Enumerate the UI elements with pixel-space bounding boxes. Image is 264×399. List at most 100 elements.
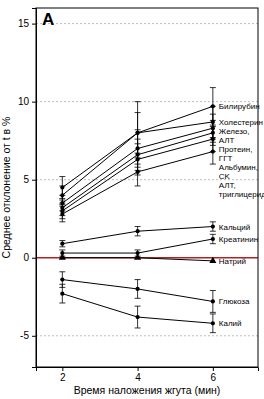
- marker: [134, 254, 141, 260]
- marker: [209, 257, 216, 263]
- y-tick-label: 5: [23, 174, 29, 185]
- marker: [211, 149, 215, 153]
- x-tick-mark: [62, 367, 63, 371]
- error-bar-cap: [210, 221, 216, 222]
- series-label: АЛТ,триглицериды: [219, 181, 264, 199]
- error-bar-cap: [59, 203, 65, 204]
- series-label: Холестерин: [219, 118, 263, 127]
- error-bar-cap: [59, 199, 65, 200]
- error-bar-cap: [210, 332, 216, 333]
- error-bar-cap: [135, 298, 141, 299]
- y-tick: 15: [18, 18, 36, 29]
- series: [59, 88, 216, 199]
- series-label: Глюкоза: [219, 297, 250, 306]
- series: [59, 272, 216, 313]
- error-bar-cap: [135, 235, 141, 236]
- error-bar: [210, 234, 216, 243]
- series: [59, 127, 216, 219]
- marker: [211, 224, 215, 228]
- error-bar-cap: [59, 185, 65, 186]
- error-bar-cap: [59, 195, 65, 196]
- error-bar: [135, 158, 141, 186]
- x-tick-label: 6: [211, 372, 217, 383]
- grid: [36, 24, 258, 336]
- y-axis-title: Среднее отклонение от t в %: [0, 117, 12, 259]
- marker: [211, 321, 215, 325]
- error-bar-cap: [210, 164, 216, 165]
- y-tick-mark: [32, 258, 36, 259]
- x-tick: 2: [60, 367, 66, 383]
- x-tick: 6: [211, 367, 217, 383]
- series: [59, 106, 216, 204]
- series-line: [62, 106, 213, 187]
- error-bar-cap: [135, 226, 141, 227]
- error-bar-cap: [210, 126, 216, 127]
- error-bar-cap: [210, 231, 216, 232]
- x-axis-line: [37, 368, 259, 372]
- series: [59, 139, 216, 222]
- y-tick-mark: [32, 24, 36, 25]
- series-group: [59, 88, 217, 333]
- error-bar: [135, 280, 141, 299]
- x-tick: 4: [135, 367, 141, 383]
- error-bar-cap: [135, 279, 141, 280]
- marker: [135, 315, 139, 319]
- error-bar-cap: [210, 114, 216, 115]
- marker: [135, 287, 139, 291]
- marker: [60, 212, 64, 216]
- error-bar: [59, 241, 65, 247]
- y-tick-mark: [32, 336, 36, 337]
- y-tick-mark: [32, 102, 36, 103]
- error-bar-cap: [210, 243, 216, 244]
- error-bar-cap: [59, 271, 65, 272]
- error-bar-cap: [135, 327, 141, 328]
- series-line: [62, 227, 213, 244]
- error-bar-cap: [59, 176, 65, 177]
- x-tick-label: 4: [135, 372, 141, 383]
- series-label: Креатинин: [219, 235, 258, 244]
- x-tick-label: 2: [60, 372, 66, 383]
- series: [59, 234, 216, 256]
- plot-frame: [36, 8, 258, 367]
- y-tick-label: 0: [23, 252, 29, 263]
- error-bar-cap: [135, 129, 141, 130]
- error-bar-cap: [210, 234, 216, 235]
- error-bar-cap: [135, 112, 141, 113]
- marker: [59, 254, 66, 260]
- error-bar-cap: [210, 120, 216, 121]
- error-bar: [135, 227, 141, 236]
- grid-line: [36, 335, 258, 336]
- error-bar-cap: [210, 312, 216, 313]
- grid-line: [36, 23, 258, 24]
- error-bar: [210, 314, 216, 333]
- error-bar: [210, 222, 216, 231]
- series-label: Кальций: [219, 223, 250, 232]
- series-labels: БилирубинХолестеринЖелезо,АЛТПротеин,ГГТ…: [219, 102, 264, 328]
- y-tick-label: -5: [20, 330, 29, 341]
- marker: [60, 277, 64, 281]
- x-axis: 2 4 6: [37, 367, 259, 383]
- chart: -5051015246БилирубинХолестеринЖелезо,АЛТ…: [0, 0, 264, 399]
- error-bar-cap: [135, 139, 141, 140]
- error-bar-cap: [210, 290, 216, 291]
- error-bar-cap: [210, 87, 216, 88]
- error-bar-cap: [210, 139, 216, 140]
- error-bar-cap: [59, 246, 65, 247]
- series: [59, 114, 216, 211]
- title: A: [42, 10, 54, 29]
- x-axis-title: Время наложения жгута (мин): [74, 384, 221, 396]
- error-bar-cap: [135, 101, 141, 102]
- y-tick-label: 15: [18, 18, 30, 29]
- series-label: Калий: [219, 319, 242, 328]
- series-label: Билирубин: [219, 102, 260, 111]
- error-bar-cap: [135, 185, 141, 186]
- error-bar: [210, 139, 216, 164]
- error-bar: [210, 291, 216, 313]
- error-bar-cap: [59, 206, 65, 207]
- series-line: [62, 133, 213, 208]
- x-tick-mark: [213, 367, 214, 371]
- series-line: [62, 122, 213, 195]
- error-bar-cap: [59, 303, 65, 304]
- error-bar-cap: [59, 221, 65, 222]
- y-tick: -5: [20, 330, 36, 341]
